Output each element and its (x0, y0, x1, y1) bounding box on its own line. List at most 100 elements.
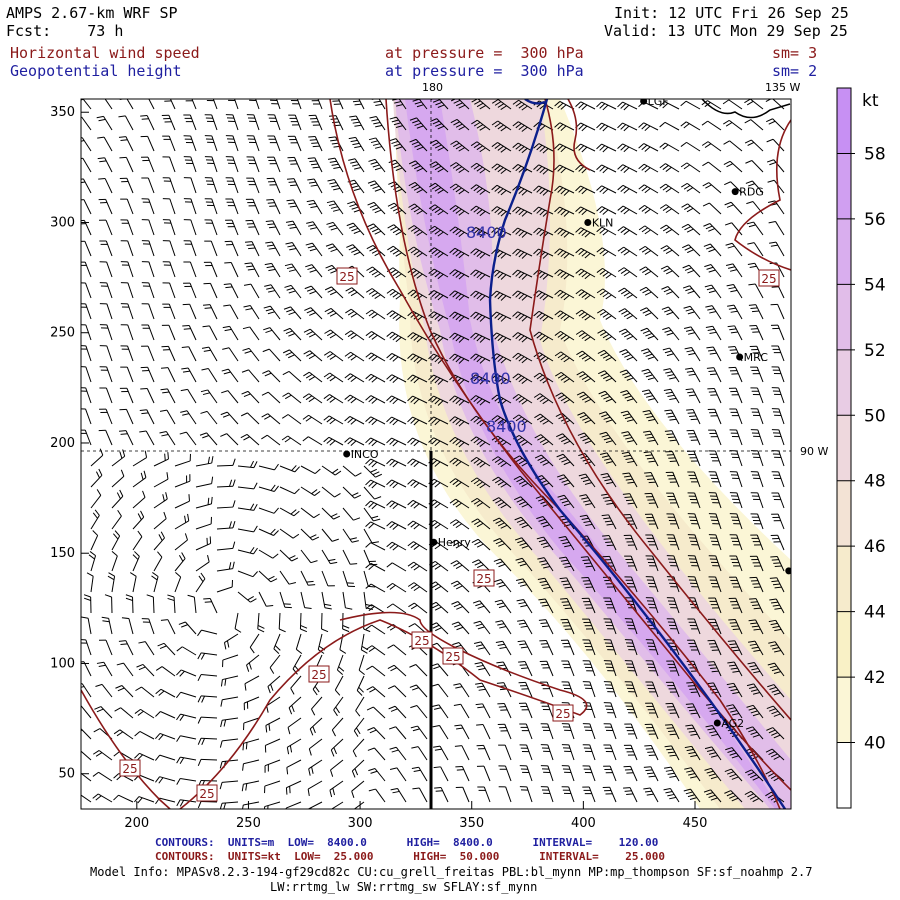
wind-barb (135, 686, 155, 698)
wind-barb (766, 118, 785, 131)
wind-barb (534, 454, 554, 467)
model-title: AMPS 2.67-km WRF SP (6, 4, 178, 22)
wind-barb (352, 738, 365, 758)
wind-barb (514, 516, 533, 530)
wind-barb (561, 765, 575, 782)
x-tick-label: 250 (236, 816, 261, 831)
wind-barb (94, 706, 113, 719)
wind-barb (263, 305, 281, 320)
wind-barb (174, 474, 191, 488)
wind-barb (99, 639, 113, 656)
wind-barb (645, 660, 659, 677)
wind-barb (244, 262, 260, 278)
wind-barb (225, 114, 239, 131)
wind-barb (575, 143, 596, 153)
wind-barb (241, 369, 260, 383)
wind-barb (225, 198, 239, 215)
wind-barb (96, 115, 113, 131)
wind-barb (582, 618, 596, 635)
wind-barb (114, 707, 134, 719)
wind-barb (98, 198, 113, 215)
wind-barb (449, 353, 470, 364)
wind-barb (451, 601, 470, 614)
wind-barb (723, 119, 743, 131)
wind-barb (645, 576, 659, 593)
wind-barb (99, 282, 113, 299)
wind-barb (269, 654, 281, 674)
wind-barb (178, 621, 197, 635)
wind-barb (281, 435, 302, 446)
wind-barb (278, 612, 286, 633)
wind-barb (704, 264, 722, 278)
wind-barb (237, 460, 258, 469)
wind-barb (302, 436, 323, 446)
wind-barb (81, 772, 92, 782)
wind-barb (519, 744, 533, 761)
wind-barb (306, 221, 323, 236)
wind-barb (617, 122, 638, 132)
wind-barb (242, 347, 260, 362)
wind-barb (643, 451, 659, 467)
model-info-line1: Model Info: MPASv8.2.3-194-gf29cd82c CU:… (90, 865, 813, 879)
wind-barb (518, 661, 533, 677)
wind-barb (533, 121, 554, 131)
meridian-label-135w: 135 W (765, 81, 800, 94)
wind-barb (407, 225, 428, 236)
wind-barb (90, 489, 102, 509)
wind-barb (386, 582, 407, 593)
wind-barb (624, 660, 638, 677)
wind-barb (665, 450, 680, 467)
wind-barb (618, 287, 638, 299)
wind-barb (148, 99, 155, 110)
wind-barb (512, 99, 533, 111)
wind-barb (365, 521, 386, 530)
wind-barb (408, 181, 428, 194)
wind-barb (243, 717, 260, 731)
wind-barb (643, 787, 659, 803)
colorbar-label: 44 (864, 603, 886, 623)
wind-barb (365, 562, 386, 572)
wind-barb (492, 517, 512, 530)
station: RDG (731, 186, 764, 199)
wind-barb (321, 465, 342, 476)
wind-barb (197, 629, 218, 637)
wind-barb (540, 723, 554, 740)
wind-barb (330, 759, 344, 777)
wind-barb (729, 534, 743, 551)
wind-barb (684, 346, 701, 362)
height-contour-info: CONTOURS: UNITS=m LOW= 8400.0 HIGH= 8400… (155, 836, 659, 849)
wind-barb (111, 489, 124, 509)
wind-barb (454, 745, 470, 761)
wind-barb (408, 203, 428, 215)
wind-barb (666, 618, 680, 635)
wind-barb (745, 726, 764, 740)
wind-barb (512, 185, 533, 196)
wind-barb (644, 744, 659, 761)
wind-barb (342, 528, 359, 543)
wind-contour-label: 25 (119, 759, 141, 777)
wind-barb (327, 179, 344, 194)
colorbar-label: 52 (864, 341, 886, 361)
wind-barb (728, 597, 743, 614)
wind-barb (538, 619, 554, 635)
wind-barb (162, 177, 176, 194)
wind-barb (111, 449, 126, 467)
wind-barb (602, 786, 617, 803)
wind-barb (323, 372, 344, 383)
wind-barb (707, 387, 722, 404)
wind-barb (365, 416, 386, 426)
wind-barb (286, 738, 302, 755)
wind-barb (666, 492, 680, 509)
wind-barb (539, 660, 554, 677)
wind-barb (706, 346, 722, 362)
wind-barb (491, 120, 512, 132)
wind-contour-label: 25 (336, 267, 358, 285)
wind-barb (603, 681, 617, 698)
wind-barb (279, 465, 300, 473)
wind-barb (141, 219, 155, 236)
station: MRC (736, 351, 768, 364)
wind-barb (747, 662, 764, 677)
wind-barb (307, 178, 323, 194)
wind-barb (554, 227, 575, 238)
wind-contour-label: 25 (308, 665, 330, 683)
